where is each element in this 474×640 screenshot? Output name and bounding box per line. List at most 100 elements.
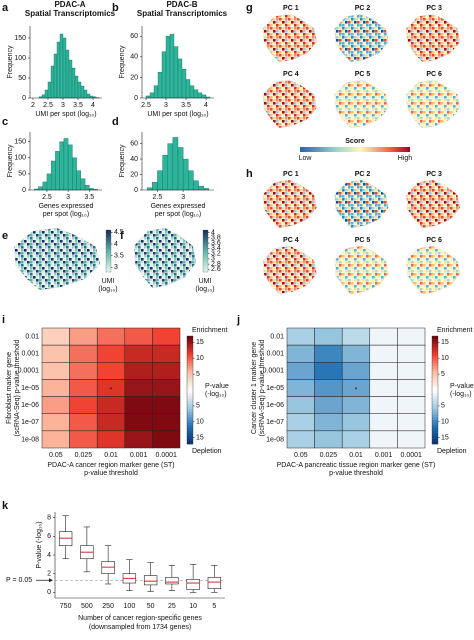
- row-label: 0.01: [25, 333, 39, 340]
- heatmap-cell: [152, 396, 181, 414]
- x-tick-label: 5: [212, 603, 216, 610]
- colorbar-mid-label: (-log₁₀): [450, 391, 472, 398]
- map-title: PC 1: [283, 171, 299, 178]
- colorbar-swatch: [187, 392, 193, 396]
- heatmap-cell: [152, 344, 181, 363]
- histogram-bar: [62, 37, 67, 99]
- heatmap-cell: [41, 362, 70, 380]
- colorbar-swatch: [432, 408, 438, 412]
- x-tick-label: 4: [91, 102, 95, 109]
- y-tick-label: 0: [22, 95, 26, 102]
- histogram-bar: [197, 92, 203, 99]
- histogram-bar: [146, 187, 153, 191]
- heatmap-cell: [96, 396, 126, 414]
- histogram-bar: [172, 137, 179, 191]
- heatmap-cell: [286, 327, 315, 346]
- colorbar-swatch: [432, 368, 438, 372]
- heatmap-cell: [124, 396, 153, 414]
- histogram-bar: [157, 170, 163, 191]
- column-label: 0.025: [75, 452, 93, 459]
- row-label: 1e-05: [21, 385, 39, 392]
- y-axis-label: P-value (-log₁₀): [36, 521, 43, 568]
- heatmap-cell: [314, 396, 343, 414]
- colorbar-swatch: [187, 344, 193, 348]
- colorbar-swatch: [432, 346, 438, 350]
- colorbar-swatch: [187, 417, 193, 420]
- histogram-bar: [189, 85, 195, 99]
- colorbar-top-label: Enrichment: [192, 327, 227, 334]
- y-tick-label: 40: [130, 156, 138, 163]
- y-tick-label: 100: [14, 55, 26, 62]
- colorbar: [300, 147, 410, 152]
- box: [143, 575, 158, 586]
- colorbar-frame: [431, 335, 439, 445]
- colorbar-swatch: [432, 360, 438, 364]
- colorbar-swatch: [432, 433, 438, 437]
- colorbar-tick-label: 5: [196, 371, 200, 378]
- colorbar-swatch: [432, 336, 438, 339]
- colorbar-swatch: [187, 406, 193, 410]
- colorbar-swatch: [187, 425, 193, 429]
- colorbar: [105, 229, 112, 273]
- colorbar-label: Score: [345, 138, 365, 145]
- colorbar-swatch: [187, 422, 193, 426]
- colorbar-tick-label: 5: [196, 403, 200, 410]
- x-axis-label: UMI per spot (log₁₀): [147, 111, 208, 118]
- colorbar-label: (log₁₀): [98, 286, 117, 293]
- tissue-map: [334, 79, 389, 129]
- panel-letter: j: [236, 314, 240, 326]
- y-tick-label: 50: [18, 75, 26, 82]
- row-label: 0.01: [270, 333, 284, 340]
- x-axis-label: UMI per spot (log₁₀): [35, 111, 96, 118]
- colorbar-swatch: [432, 338, 438, 342]
- colorbar-swatch: [187, 352, 193, 356]
- column-label: 0.001: [130, 452, 148, 459]
- column-label: 0.01: [349, 452, 363, 459]
- colorbar-swatch: [187, 357, 193, 361]
- x-tick-label: 3: [181, 194, 185, 201]
- colorbar-swatch: [187, 381, 193, 385]
- x-axis-label: per spot (log₁₀): [43, 211, 90, 218]
- colorbar-swatch: [187, 398, 193, 402]
- histogram-bar: [193, 180, 199, 191]
- colorbar-swatch: [432, 384, 438, 388]
- map-title: PC 5: [355, 237, 371, 244]
- histogram-bar: [80, 85, 85, 99]
- histogram-bar: [56, 41, 61, 99]
- histogram-bar: [59, 33, 64, 99]
- histogram-bar: [169, 34, 175, 99]
- heatmap-cell: [397, 413, 426, 432]
- x-tick-label: 4: [204, 102, 208, 109]
- y-tick-label: 0: [134, 95, 138, 102]
- colorbar-low: Low: [299, 155, 313, 162]
- colorbar-tick-label: 5: [441, 371, 445, 378]
- heatmap-cell: [397, 430, 426, 449]
- histogram-bar: [47, 81, 52, 99]
- map-title: PC 6: [426, 71, 442, 78]
- colorbar-tick-label: 5: [441, 403, 445, 410]
- tissue-map: [406, 245, 461, 295]
- histogram-bar: [198, 185, 204, 191]
- map-title: PC 4: [283, 237, 299, 244]
- histogram-bar: [165, 36, 171, 99]
- heatmap-cell: [369, 430, 398, 449]
- row-label: 1e-08: [266, 436, 284, 443]
- heatmap-cell: [314, 430, 343, 449]
- colorbar-swatch: [432, 365, 438, 369]
- histogram-bar: [185, 79, 191, 99]
- x-tick-label: 2: [31, 102, 35, 109]
- y-axis-label: (scRNA-Seq) p-value threshold: [14, 339, 21, 436]
- title: Spatial Transcriptomics: [137, 9, 228, 18]
- heatmap-cell: [369, 396, 398, 414]
- heatmap-cell: [397, 344, 426, 363]
- heatmap-cell: [124, 379, 153, 397]
- title: PDAC-B: [166, 0, 197, 9]
- colorbar-tick-label: 10: [196, 355, 204, 362]
- x-axis-label: p-value threshold: [84, 470, 138, 477]
- colorbar-tick-label: 3.8: [211, 235, 221, 242]
- colorbar-tick-label: 3: [114, 264, 118, 271]
- colorbar-mid-label: P-value: [205, 383, 229, 390]
- histogram-bar: [193, 89, 199, 99]
- colorbar-swatch: [187, 354, 193, 358]
- colorbar-swatch: [432, 341, 438, 345]
